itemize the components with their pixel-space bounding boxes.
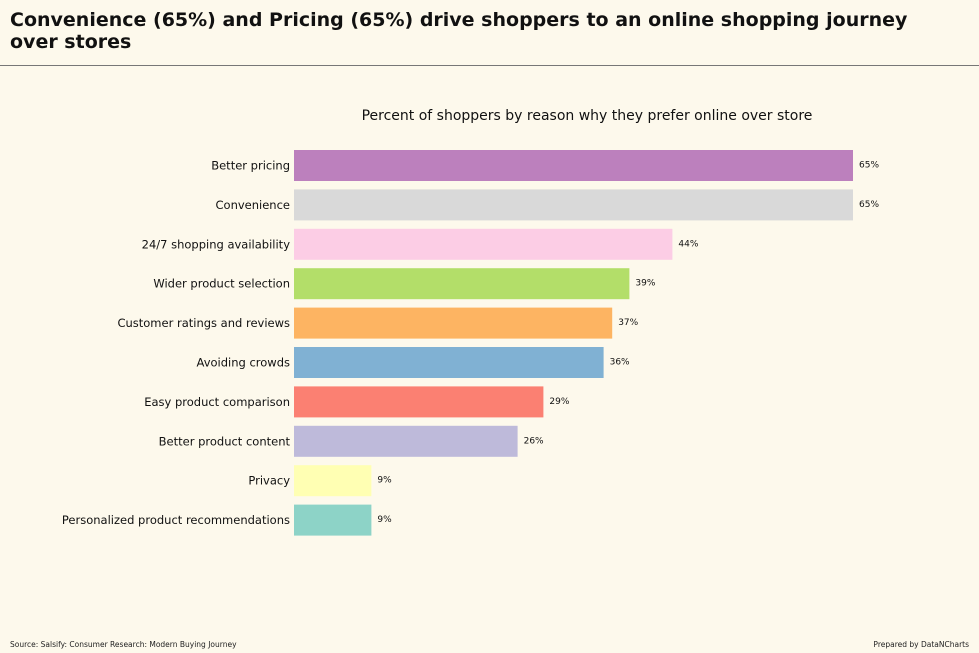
value-label-0: 65% (859, 161, 879, 171)
bar-9 (294, 504, 372, 536)
bar-1 (294, 189, 853, 221)
value-label-8: 9% (377, 476, 392, 486)
value-label-5: 36% (610, 358, 630, 368)
value-label-9: 9% (377, 515, 392, 525)
bar-5 (294, 347, 604, 378)
bar-3 (294, 268, 630, 300)
category-label-7: Better product content (159, 434, 291, 448)
value-label-4: 37% (618, 318, 638, 328)
category-label-2: 24/7 shopping availability (142, 237, 291, 251)
credit-note: Prepared by DataNCharts (873, 640, 969, 649)
category-label-9: Personalized product recommendations (62, 513, 290, 527)
category-label-3: Wider product selection (153, 277, 290, 291)
bar-8 (294, 465, 372, 497)
value-label-6: 29% (549, 397, 569, 407)
value-label-7: 26% (524, 436, 544, 446)
bar-6 (294, 386, 544, 418)
value-label-3: 39% (635, 279, 655, 289)
page-title: Convenience (65%) and Pricing (65%) driv… (10, 9, 908, 53)
value-label-2: 44% (678, 239, 698, 249)
bar-7 (294, 425, 518, 457)
category-label-1: Convenience (216, 198, 290, 212)
category-label-6: Easy product comparison (144, 395, 290, 409)
bar-4 (294, 307, 613, 339)
source-note: Source: Salsify: Consumer Research: Mode… (10, 640, 237, 649)
category-label-0: Better pricing (211, 159, 290, 173)
title-divider (0, 65, 979, 66)
category-label-8: Privacy (248, 474, 290, 488)
category-label-5: Avoiding crowds (197, 356, 291, 370)
value-label-1: 65% (859, 200, 879, 210)
category-label-4: Customer ratings and reviews (117, 316, 290, 330)
bar-2 (294, 228, 673, 260)
chart-title: Percent of shoppers by reason why they p… (361, 108, 813, 124)
bar-0 (294, 150, 853, 181)
